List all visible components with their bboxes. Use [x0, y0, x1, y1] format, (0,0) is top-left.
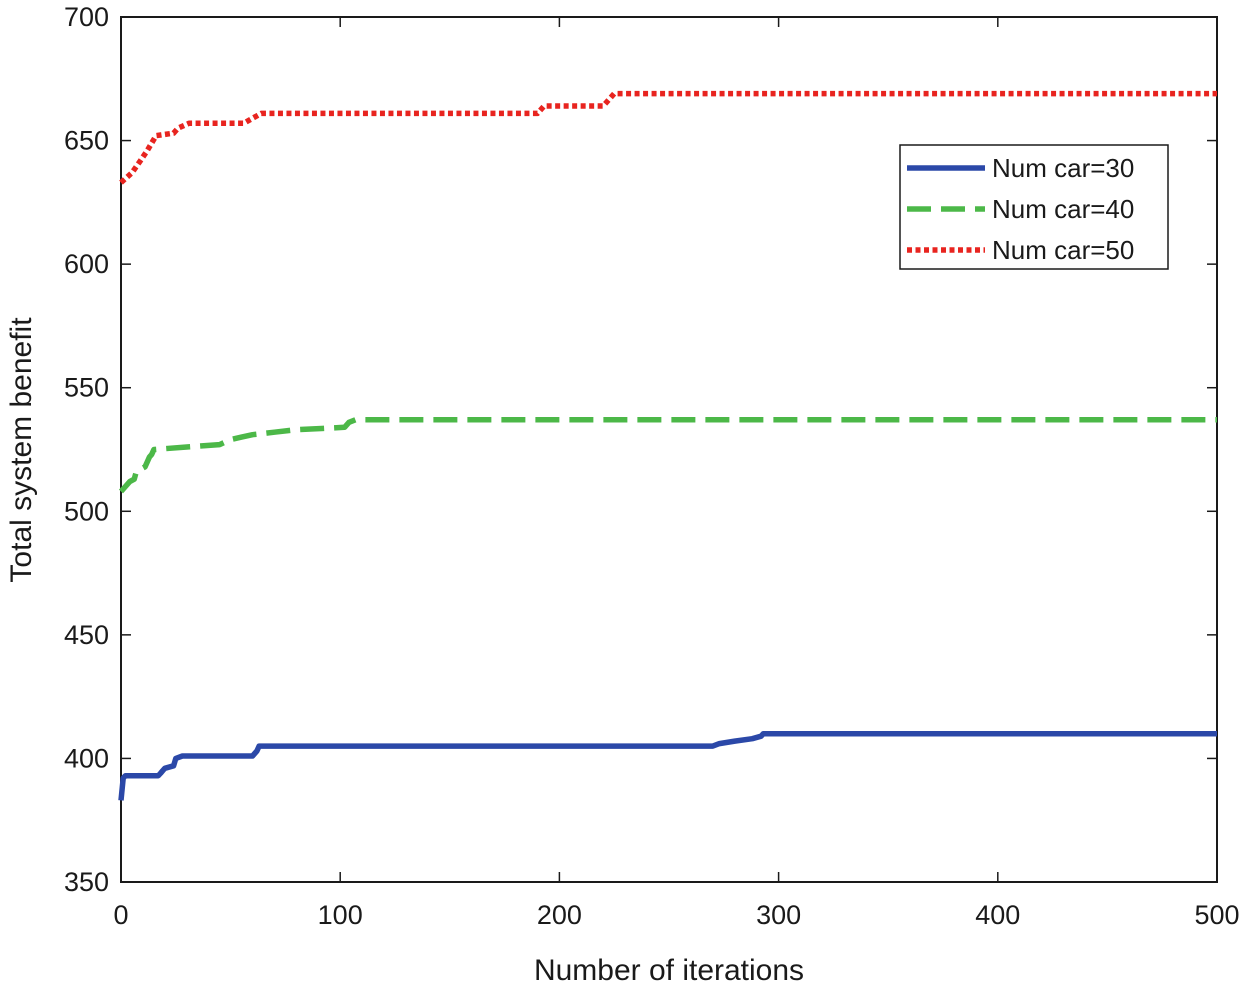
y-tick-label: 350	[64, 867, 109, 897]
x-tick-label: 200	[537, 900, 582, 930]
x-tick-label: 500	[1194, 900, 1239, 930]
y-axis-label: Total system benefit	[5, 317, 38, 583]
series-line-3	[119, 90, 1217, 185]
y-tick-label: 400	[64, 743, 109, 773]
y-tick-label: 500	[64, 496, 109, 526]
legend-label-series-2: Num car=40	[992, 194, 1134, 224]
legend: Num car=30 Num car=40 Num car=50	[899, 144, 1169, 270]
x-tick-label: 300	[756, 900, 801, 930]
y-tick-label: 550	[64, 373, 109, 403]
series-layer	[118, 90, 1217, 801]
y-tick-label: 650	[64, 126, 109, 156]
y-tick-label: 600	[64, 249, 109, 279]
plot-frame	[120, 16, 1218, 883]
x-tick-label: 0	[113, 900, 128, 930]
y-tick-label: 450	[64, 620, 109, 650]
y-tick-label: 700	[64, 2, 109, 32]
x-tick-label: 100	[318, 900, 363, 930]
ticks-layer: 0 100 200 300 400 500 350 400 450 500 550 600 650 700	[64, 2, 1240, 930]
legend-label-series-1: Num car=30	[992, 153, 1134, 183]
series-line-1	[118, 730, 1217, 801]
series-line-2	[118, 417, 1217, 494]
legend-label-series-3: Num car=50	[992, 235, 1134, 265]
x-axis-label: Number of iterations	[534, 954, 804, 987]
x-tick-label: 400	[975, 900, 1020, 930]
